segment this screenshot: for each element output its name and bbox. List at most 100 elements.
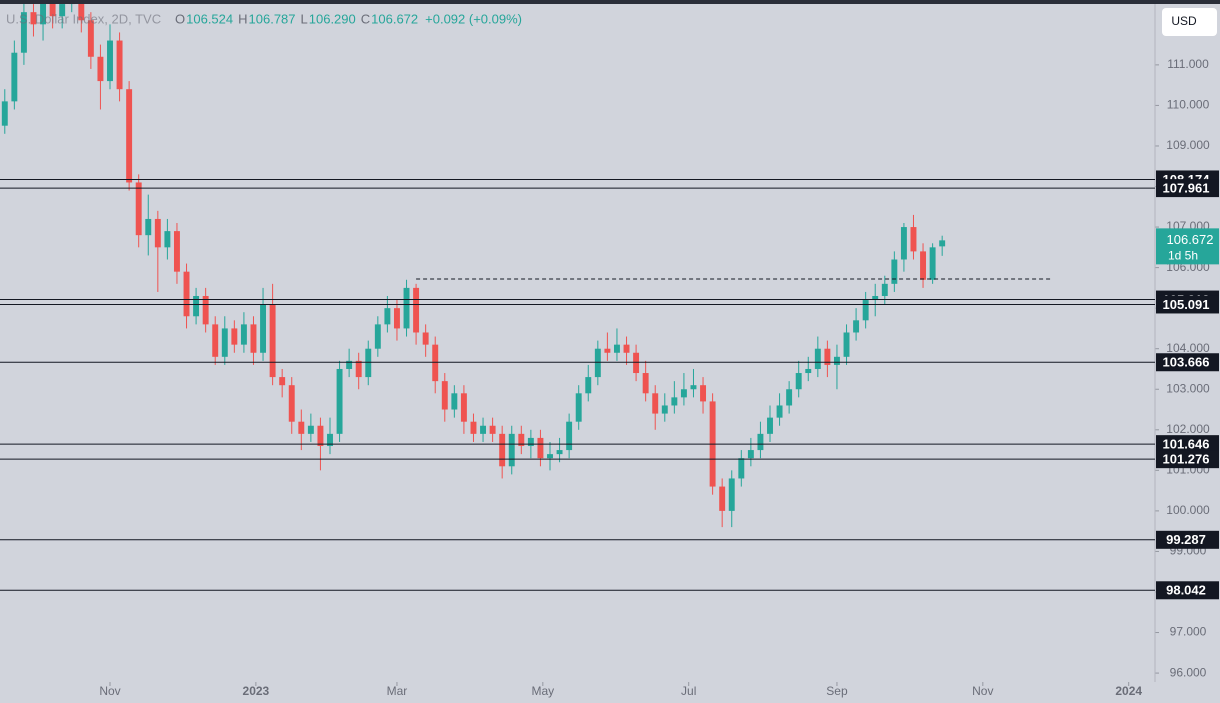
ohlc-value: 106.672 — [371, 11, 418, 26]
candle-body — [11, 52, 18, 102]
candle-body — [202, 295, 209, 325]
candle-body — [432, 344, 439, 382]
level-label: 101.276 — [1163, 452, 1210, 467]
candle-body — [30, 12, 37, 25]
candle-body — [20, 12, 27, 53]
ohlc-key: C — [361, 11, 370, 26]
candle-body — [881, 283, 888, 296]
y-tick-label: 97.000 — [1170, 625, 1207, 639]
ohlc-value: 106.524 — [186, 11, 233, 26]
ohlc-change: +0.092 (+0.09%) — [425, 11, 522, 26]
candle-body — [231, 328, 238, 345]
y-tick-label: 109.000 — [1166, 138, 1210, 152]
candle-body — [260, 304, 267, 353]
candle-body — [900, 227, 907, 260]
level-label-box — [1156, 581, 1219, 600]
level-label: 105.091 — [1163, 297, 1210, 312]
candle-body — [288, 385, 295, 422]
currency-label[interactable]: USD — [1171, 14, 1197, 28]
y-tick-label: 96.000 — [1170, 665, 1207, 679]
candle-body — [135, 182, 142, 236]
x-tick-label: Nov — [99, 684, 120, 698]
candle-body — [805, 368, 812, 374]
candle-body — [642, 373, 649, 394]
candle-body — [1, 101, 8, 126]
candle-body — [307, 425, 314, 434]
candle-body — [690, 385, 697, 390]
candle-body — [116, 40, 123, 90]
level-label-box — [1156, 450, 1219, 469]
x-tick-label: Nov — [972, 684, 993, 698]
candle-body — [374, 324, 381, 349]
level-layer: 108.174107.961105.212105.091103.666101.6… — [0, 170, 1219, 600]
candle-body — [527, 437, 534, 447]
candle-body — [623, 344, 630, 353]
level-label: 103.666 — [1163, 355, 1210, 370]
ohlc-value: 106.290 — [309, 11, 356, 26]
level-label: 107.961 — [1163, 181, 1210, 196]
candle-body — [767, 417, 773, 434]
candle-body — [40, 4, 47, 25]
y-tick-label: 103.000 — [1166, 381, 1210, 395]
candle-body — [384, 308, 391, 325]
level-label-box — [1156, 530, 1219, 549]
candle-body — [59, 4, 66, 17]
candle-body — [862, 300, 869, 321]
candle-body — [575, 393, 582, 422]
candle-body — [652, 393, 659, 414]
candle-body — [872, 295, 879, 301]
candle-body — [68, 4, 75, 5]
y-tick-label: 110.000 — [1167, 98, 1210, 112]
candle-body — [346, 360, 353, 369]
candle-body — [633, 352, 640, 374]
candle-body — [700, 385, 707, 402]
level-label: 98.042 — [1166, 583, 1206, 598]
candle-body — [824, 348, 831, 365]
legend-header: U.S. Dollar Index, 2D, TVC O 106.524 H 106.… — [6, 11, 522, 26]
ohlc-value: 106.787 — [249, 11, 296, 26]
candle-body — [776, 405, 783, 418]
candle-body — [537, 437, 544, 459]
y-tick-label: 102.000 — [1166, 422, 1210, 436]
candle-body — [489, 425, 496, 434]
candle-body — [49, 4, 56, 17]
candle-body — [661, 405, 668, 414]
candle-body — [843, 332, 850, 357]
candle-body — [499, 433, 506, 467]
candle-body — [786, 389, 793, 406]
y-tick-label: 100.000 — [1166, 503, 1210, 517]
candle-body — [547, 454, 553, 459]
candle-body — [365, 348, 372, 378]
level-label-box — [1156, 179, 1219, 198]
candle-body — [795, 373, 802, 390]
candle-body — [671, 397, 678, 406]
candle-body — [212, 324, 219, 357]
candle-body — [403, 287, 410, 329]
candle-body — [336, 368, 343, 434]
candle-body — [279, 377, 286, 386]
candle-body — [853, 320, 860, 333]
candle-body — [393, 308, 400, 329]
candle-body — [585, 377, 592, 394]
candle-body — [87, 20, 94, 57]
last-price-box — [1156, 228, 1219, 265]
level-label-box — [1156, 353, 1219, 372]
candle-body — [317, 425, 324, 447]
candle-body — [460, 393, 467, 422]
x-tick-label: May — [531, 684, 554, 698]
symbol-title: U.S. Dollar Index, 2D, TVC — [6, 11, 161, 26]
candle-body — [728, 478, 735, 511]
x-tick-label: Sep — [826, 684, 848, 698]
currency-button[interactable] — [1162, 8, 1217, 36]
level-label-box — [1156, 435, 1219, 454]
candle-body — [891, 259, 898, 284]
candle-body — [910, 227, 917, 252]
candle-body — [929, 247, 936, 280]
top-bar — [0, 0, 1220, 4]
countdown-label: 1d 5h — [1168, 249, 1198, 263]
x-tick-label: 2024 — [1115, 684, 1142, 698]
ohlc-key: O — [175, 11, 185, 26]
candle-body — [240, 324, 247, 345]
